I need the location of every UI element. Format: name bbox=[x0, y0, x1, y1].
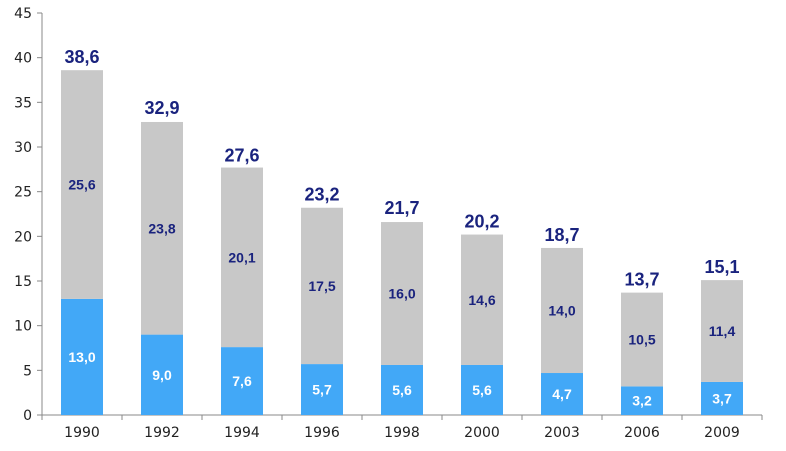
segment-value-label: 11,4 bbox=[709, 323, 736, 339]
segment-value-label: 14,0 bbox=[548, 302, 575, 318]
bar-segment bbox=[621, 292, 663, 387]
bar-segment bbox=[381, 222, 423, 365]
y-tick-label: 30 bbox=[14, 140, 32, 156]
x-axis: 1990 1992 1994 1996 1998 2000 2003 2006 2009 bbox=[41, 414, 763, 441]
segment-value-label: 10,5 bbox=[628, 332, 655, 348]
bar-segment bbox=[301, 207, 343, 365]
y-axis: 0 5 10 15 20 25 30 35 40 45 bbox=[14, 6, 43, 424]
segment-value-label: 7,6 bbox=[232, 373, 252, 389]
segment-value-label: 5,6 bbox=[392, 382, 412, 398]
bar-segment bbox=[701, 280, 743, 382]
y-tick-label: 35 bbox=[14, 95, 32, 111]
bar-segment bbox=[221, 347, 263, 415]
x-tick-label: 1998 bbox=[384, 425, 420, 441]
y-tick-label: 45 bbox=[14, 6, 32, 22]
segment-value-label: 20,1 bbox=[228, 249, 255, 265]
bar-segment bbox=[301, 364, 343, 415]
total-value-label: 20,2 bbox=[464, 212, 499, 232]
segment-value-label: 4,7 bbox=[552, 386, 572, 402]
total-value-label: 15,1 bbox=[704, 257, 739, 277]
total-value-label: 13,7 bbox=[624, 270, 659, 290]
segment-value-label: 9,0 bbox=[152, 367, 172, 383]
bar-segment bbox=[61, 70, 103, 299]
x-tick-label: 1996 bbox=[304, 425, 340, 441]
bar-segment bbox=[461, 364, 503, 415]
y-tick-label: 5 bbox=[23, 363, 32, 379]
x-tick-label: 2003 bbox=[544, 425, 580, 441]
segment-value-label: 16,0 bbox=[388, 286, 415, 302]
bar-segment bbox=[621, 386, 663, 415]
segment-value-label: 3,2 bbox=[632, 393, 652, 409]
y-tick-label: 40 bbox=[14, 51, 32, 67]
segment-value-label: 23,8 bbox=[148, 220, 175, 236]
bar-segment bbox=[541, 373, 583, 415]
y-tick-label: 20 bbox=[14, 229, 32, 245]
bar-segment bbox=[141, 334, 183, 415]
bar-segment bbox=[221, 167, 263, 348]
x-tick-label: 1992 bbox=[144, 425, 180, 441]
segment-value-label: 5,6 bbox=[472, 382, 492, 398]
x-tick-label: 1990 bbox=[64, 425, 100, 441]
bar-segment bbox=[381, 364, 423, 415]
total-value-label: 27,6 bbox=[224, 145, 259, 165]
y-tick-label: 0 bbox=[23, 408, 32, 424]
segment-value-label: 17,5 bbox=[308, 278, 335, 294]
total-value-label: 21,7 bbox=[384, 198, 419, 218]
x-tick-label: 1994 bbox=[224, 425, 260, 441]
data-labels: 13,0 25,6 38,6 9,0 23,8 32,9 7,6 20,1 27,6 5,7 17,… bbox=[64, 47, 739, 409]
bar-segment bbox=[461, 234, 503, 365]
total-value-label: 18,7 bbox=[544, 225, 579, 245]
segment-value-label: 14,6 bbox=[468, 292, 495, 308]
segment-value-label: 5,7 bbox=[312, 382, 332, 398]
total-value-label: 23,2 bbox=[304, 185, 339, 205]
bar-segment bbox=[141, 121, 183, 335]
segment-value-label: 13,0 bbox=[68, 349, 95, 365]
total-value-label: 32,9 bbox=[144, 98, 179, 118]
y-tick-label: 25 bbox=[14, 185, 32, 201]
segment-value-label: 3,7 bbox=[712, 390, 732, 406]
bar-segment bbox=[701, 381, 743, 415]
bar-segment bbox=[541, 247, 583, 374]
y-tick-label: 15 bbox=[14, 274, 32, 290]
total-value-label: 38,6 bbox=[64, 47, 99, 67]
segment-value-label: 25,6 bbox=[68, 177, 95, 193]
bars bbox=[61, 70, 743, 415]
x-tick-label: 2009 bbox=[704, 425, 740, 441]
x-tick-label: 2006 bbox=[624, 425, 660, 441]
bar-segment bbox=[61, 298, 103, 415]
y-tick-label: 10 bbox=[14, 319, 32, 335]
x-tick-label: 2000 bbox=[464, 425, 500, 441]
